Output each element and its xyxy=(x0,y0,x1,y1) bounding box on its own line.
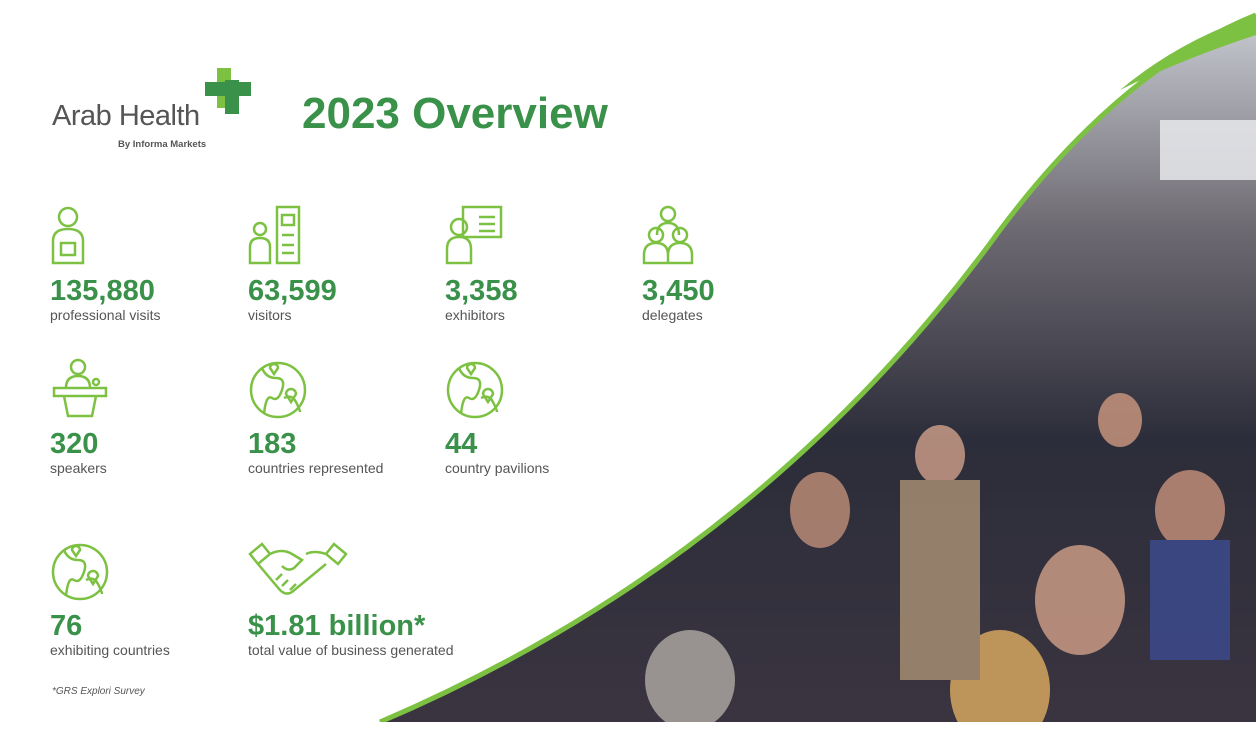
stat-label: country pavilions xyxy=(445,460,550,476)
stat-business-value: $1.81 billion* total value of business g… xyxy=(248,540,508,658)
logo-text: Arab Health xyxy=(52,100,200,132)
badge-person-icon xyxy=(51,206,85,265)
stat-label: countries represented xyxy=(248,460,384,476)
stat-label: exhibitors xyxy=(445,307,505,323)
speaker-podium-icon xyxy=(52,358,108,418)
globe-pin-icon xyxy=(51,543,109,601)
stat-value: 44 xyxy=(445,428,478,460)
stat-value: 76 xyxy=(50,610,83,642)
stat-value: 320 xyxy=(50,428,99,460)
stat-country-pavilions: 44 country pavilions xyxy=(445,358,635,476)
presenter-board-icon xyxy=(445,205,503,265)
stat-label: visitors xyxy=(248,307,292,323)
globe-pin-icon xyxy=(446,361,504,419)
group-icon xyxy=(642,205,694,265)
stat-value: $1.81 billion* xyxy=(248,610,426,642)
stat-label: professional visits xyxy=(50,307,161,323)
handshake-icon xyxy=(248,542,348,595)
stat-value: 63,599 xyxy=(248,275,337,307)
stat-value: 135,880 xyxy=(50,275,155,307)
stat-label: exhibiting countries xyxy=(50,642,170,658)
stat-visitors: 63,599 visitors xyxy=(248,205,438,323)
stat-speakers: 320 speakers xyxy=(50,358,240,476)
visitor-kiosk-icon xyxy=(248,205,301,265)
stat-delegates: 3,450 delegates xyxy=(642,205,832,323)
stat-value: 183 xyxy=(248,428,297,460)
stat-label: delegates xyxy=(642,307,703,323)
footnote: *GRS Explori Survey xyxy=(52,686,145,697)
stat-value: 3,450 xyxy=(642,275,715,307)
stat-professional-visits: 135,880 professional visits xyxy=(50,205,240,323)
logo-cross-icon xyxy=(205,68,251,114)
stat-exhibiting-countries: 76 exhibiting countries xyxy=(50,540,240,658)
stat-countries-represented: 183 countries represented xyxy=(248,358,438,476)
stat-value: 3,358 xyxy=(445,275,518,307)
globe-pin-icon xyxy=(249,361,307,419)
stat-label: speakers xyxy=(50,460,107,476)
page-title: 2023 Overview xyxy=(302,89,608,138)
stat-label: total value of business generated xyxy=(248,642,454,658)
stat-exhibitors: 3,358 exhibitors xyxy=(445,205,635,323)
logo-tagline: By Informa Markets xyxy=(118,139,207,150)
